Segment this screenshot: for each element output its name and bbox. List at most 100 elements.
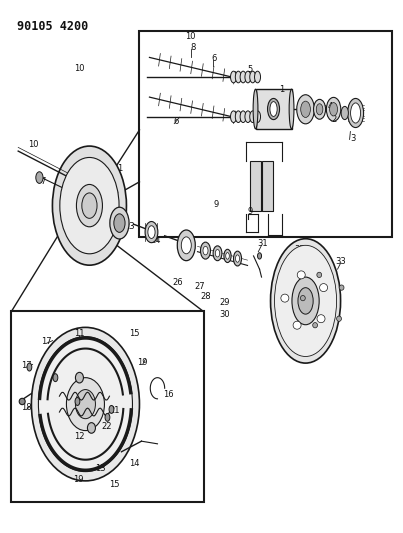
Text: 22: 22 xyxy=(102,422,112,431)
Text: 15: 15 xyxy=(129,329,140,338)
Ellipse shape xyxy=(255,111,260,123)
Ellipse shape xyxy=(245,71,251,83)
Ellipse shape xyxy=(231,111,237,123)
Bar xyxy=(139,31,392,237)
Ellipse shape xyxy=(250,111,256,123)
Text: 30: 30 xyxy=(219,310,230,319)
Text: 10: 10 xyxy=(28,140,39,149)
Ellipse shape xyxy=(53,374,58,382)
Ellipse shape xyxy=(145,222,158,243)
Ellipse shape xyxy=(326,98,341,121)
Text: 31: 31 xyxy=(257,239,268,248)
Ellipse shape xyxy=(255,71,260,83)
Circle shape xyxy=(297,271,305,279)
Text: 23: 23 xyxy=(124,222,135,231)
Ellipse shape xyxy=(82,193,97,219)
Text: 28: 28 xyxy=(200,292,211,301)
Text: 27: 27 xyxy=(194,282,205,291)
Text: 12: 12 xyxy=(74,432,85,441)
Ellipse shape xyxy=(235,71,241,83)
Ellipse shape xyxy=(226,253,229,259)
Text: 8: 8 xyxy=(190,43,195,52)
Ellipse shape xyxy=(297,95,314,124)
Ellipse shape xyxy=(52,146,127,265)
Ellipse shape xyxy=(66,378,104,431)
Text: 4: 4 xyxy=(328,102,333,111)
Text: 11: 11 xyxy=(74,329,85,338)
Text: 1: 1 xyxy=(117,164,122,173)
Text: 19: 19 xyxy=(137,358,148,367)
Text: 33: 33 xyxy=(335,257,346,266)
Ellipse shape xyxy=(268,99,280,119)
Ellipse shape xyxy=(316,104,323,115)
Text: 25: 25 xyxy=(184,238,195,247)
Ellipse shape xyxy=(75,398,80,406)
Ellipse shape xyxy=(274,245,337,357)
Ellipse shape xyxy=(298,288,313,314)
Text: 2: 2 xyxy=(332,115,337,124)
Ellipse shape xyxy=(109,406,114,414)
Circle shape xyxy=(293,321,301,329)
Ellipse shape xyxy=(289,89,294,129)
Ellipse shape xyxy=(347,99,364,127)
Ellipse shape xyxy=(31,327,139,481)
Ellipse shape xyxy=(27,363,32,371)
Bar xyxy=(11,311,204,502)
Text: 6: 6 xyxy=(212,54,217,63)
Ellipse shape xyxy=(235,111,241,123)
Ellipse shape xyxy=(235,255,239,262)
Ellipse shape xyxy=(351,103,361,123)
Ellipse shape xyxy=(253,89,258,129)
Ellipse shape xyxy=(330,103,338,116)
Text: 1: 1 xyxy=(279,85,284,94)
Circle shape xyxy=(317,314,325,322)
Text: 32: 32 xyxy=(294,245,305,254)
Ellipse shape xyxy=(213,246,222,261)
Text: 9: 9 xyxy=(248,207,253,216)
Text: 10: 10 xyxy=(74,63,85,72)
Text: 3: 3 xyxy=(350,134,355,143)
Text: 90105 4200: 90105 4200 xyxy=(17,20,89,34)
Text: 16: 16 xyxy=(163,390,174,399)
Ellipse shape xyxy=(105,414,110,421)
Ellipse shape xyxy=(341,107,348,119)
Ellipse shape xyxy=(38,337,133,472)
Ellipse shape xyxy=(148,226,155,238)
Ellipse shape xyxy=(339,285,344,290)
Text: 5: 5 xyxy=(248,64,253,74)
Ellipse shape xyxy=(19,398,25,405)
Text: 9: 9 xyxy=(214,199,219,208)
Text: 15: 15 xyxy=(109,480,120,489)
Ellipse shape xyxy=(60,157,119,254)
Text: 26: 26 xyxy=(172,278,183,287)
Ellipse shape xyxy=(317,272,322,278)
Ellipse shape xyxy=(75,373,83,383)
Ellipse shape xyxy=(75,390,96,419)
Text: 10: 10 xyxy=(185,32,196,41)
Ellipse shape xyxy=(231,71,237,83)
Text: 24: 24 xyxy=(150,236,161,245)
Bar xyxy=(262,160,273,211)
Text: 29: 29 xyxy=(220,298,230,307)
Text: 17: 17 xyxy=(21,361,32,370)
Ellipse shape xyxy=(314,99,326,119)
Bar xyxy=(249,160,261,211)
Text: 17: 17 xyxy=(41,337,52,346)
Ellipse shape xyxy=(240,71,246,83)
Text: 6: 6 xyxy=(174,117,179,126)
Text: 7: 7 xyxy=(41,177,46,187)
Ellipse shape xyxy=(114,214,125,232)
Ellipse shape xyxy=(250,71,256,83)
Ellipse shape xyxy=(110,207,129,239)
Ellipse shape xyxy=(201,242,210,259)
Ellipse shape xyxy=(177,230,195,261)
Circle shape xyxy=(281,294,289,302)
Bar xyxy=(256,89,291,129)
Ellipse shape xyxy=(87,423,96,433)
Text: 19: 19 xyxy=(73,475,84,484)
Ellipse shape xyxy=(181,237,191,254)
Ellipse shape xyxy=(337,316,341,321)
Ellipse shape xyxy=(224,249,231,263)
Ellipse shape xyxy=(77,184,102,227)
Text: 20: 20 xyxy=(69,398,80,407)
